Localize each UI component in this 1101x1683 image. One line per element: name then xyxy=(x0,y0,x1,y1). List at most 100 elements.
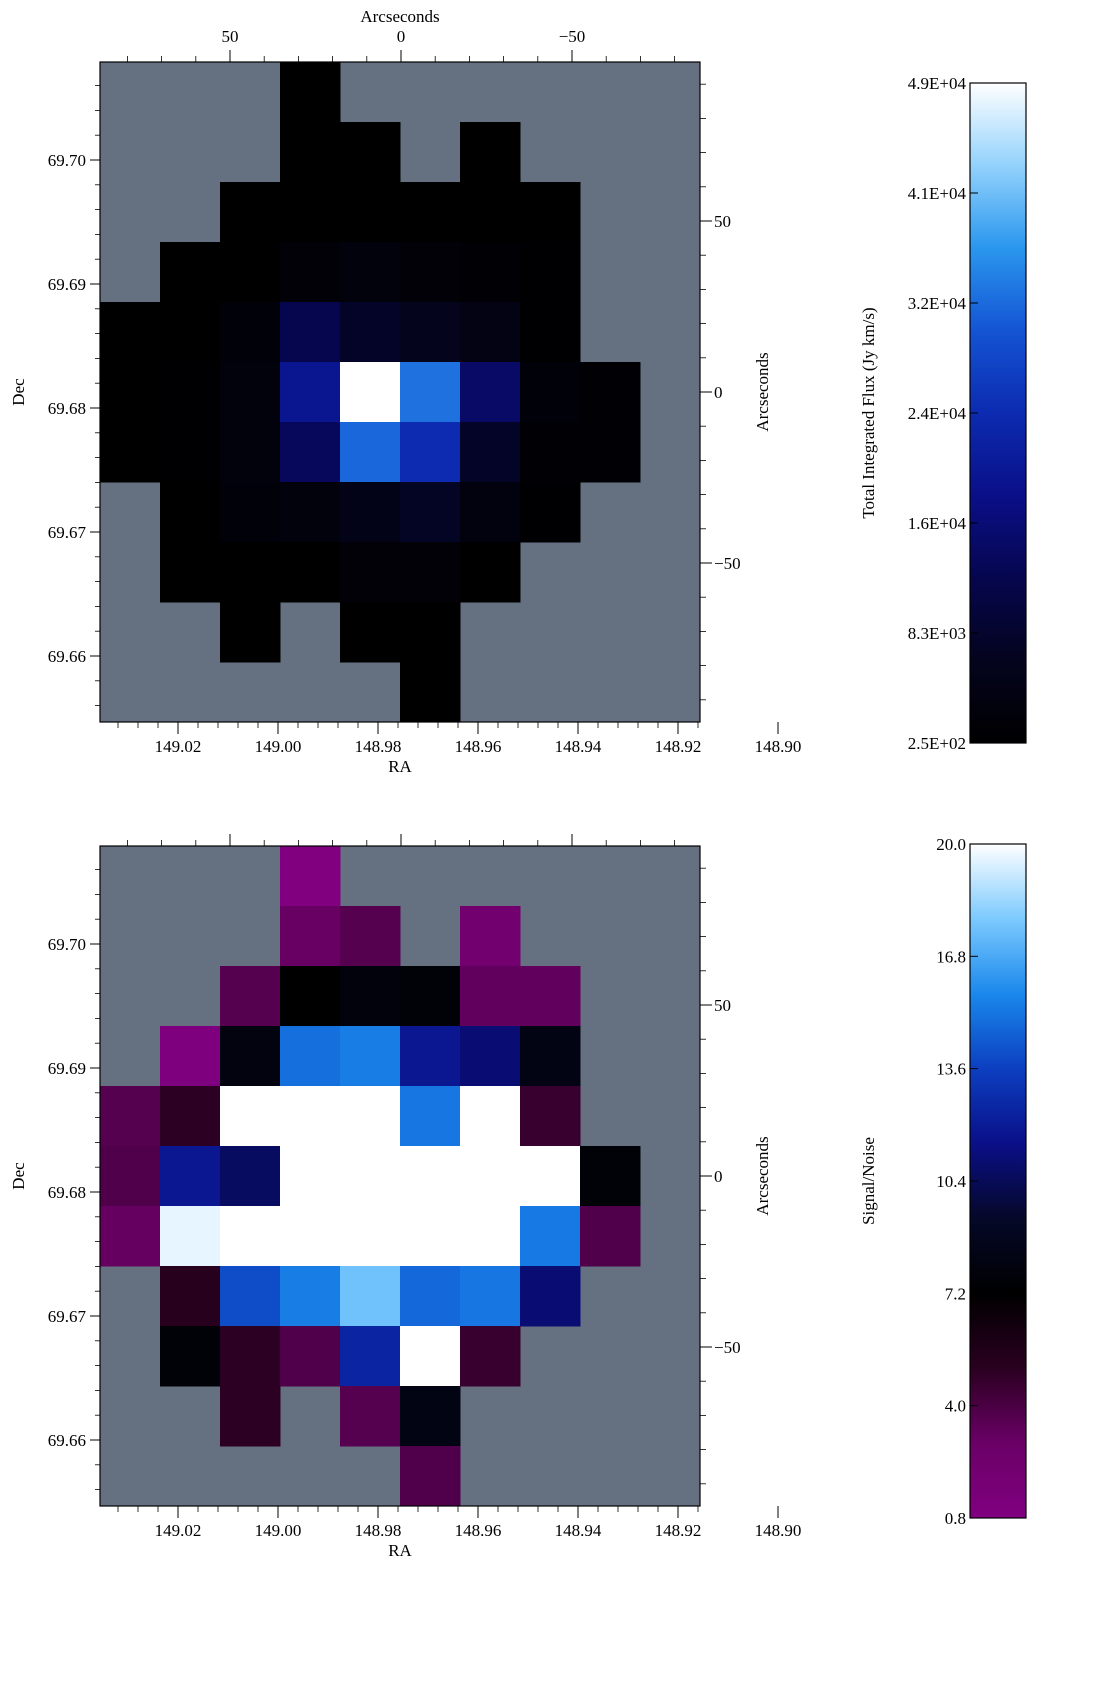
heatmap-cell xyxy=(280,1146,341,1207)
colorbar-tick-label: 2.4E+04 xyxy=(908,404,967,423)
heatmap-cell xyxy=(400,242,461,303)
heatmap-cell xyxy=(280,1026,341,1087)
x-axis-label: RA xyxy=(388,1541,412,1560)
top-tick-label: −50 xyxy=(559,27,586,46)
heatmap-cell xyxy=(520,242,581,303)
heatmap-cell xyxy=(340,302,401,363)
heatmap-cell xyxy=(520,966,581,1027)
right-tick-label: 50 xyxy=(714,212,731,231)
colorbar-tick-label: 0.8 xyxy=(945,1509,966,1528)
heatmap-cell xyxy=(160,542,221,603)
x-tick-label: 148.90 xyxy=(755,737,802,756)
heatmap-cell xyxy=(400,1266,461,1327)
heatmap-cell xyxy=(220,482,281,543)
heatmap-cell xyxy=(220,966,281,1027)
heatmap-cell xyxy=(220,182,281,243)
heatmap-cell xyxy=(460,906,521,967)
heatmap-cell xyxy=(460,422,521,483)
heatmap-cell xyxy=(400,182,461,243)
colorbar-label: Signal/Noise xyxy=(859,1137,878,1225)
heatmap-cell xyxy=(520,182,581,243)
heatmap-cell xyxy=(340,1266,401,1327)
x-axis-label: RA xyxy=(388,757,412,776)
colorbar-label: Total Integrated Flux (Jy km/s) xyxy=(859,307,878,518)
heatmap-cell xyxy=(280,62,341,123)
heatmap-cell xyxy=(280,242,341,303)
signal-noise-map-panel: 149.02 149.00 148.98 148.96 148.94 148.92 148.… xyxy=(9,834,1027,1560)
heatmap-cell xyxy=(460,482,521,543)
heatmap-cell xyxy=(340,242,401,303)
colorbar-tick-label: 4.9E+04 xyxy=(908,74,967,93)
heatmap-cell xyxy=(280,422,341,483)
heatmap-cell xyxy=(340,1206,401,1267)
y-tick-label: 69.70 xyxy=(48,935,86,954)
heatmap-cell xyxy=(460,302,521,363)
colorbar-tick-label: 4.1E+04 xyxy=(908,184,967,203)
x-tick-label: 148.92 xyxy=(655,737,702,756)
colorbar-tick-label: 7.2 xyxy=(945,1284,966,1303)
y-axis-label: Dec xyxy=(9,378,28,406)
colorbar-tick-label: 4.0 xyxy=(945,1397,966,1416)
heatmap-cell xyxy=(220,602,281,663)
heatmap-cell xyxy=(580,362,641,423)
heatmap-cell xyxy=(220,1326,281,1387)
heatmap-cell xyxy=(160,1266,221,1327)
heatmap-cell xyxy=(220,542,281,603)
heatmap-cell xyxy=(280,542,341,603)
heatmap-cell xyxy=(340,422,401,483)
heatmap-cell xyxy=(400,1446,461,1507)
heatmap-cell xyxy=(220,1026,281,1087)
heatmap-cell xyxy=(460,1206,521,1267)
heatmap-cell xyxy=(400,602,461,663)
heatmap-cell xyxy=(460,966,521,1027)
heatmap-cell xyxy=(520,422,581,483)
heatmap-cell xyxy=(340,1326,401,1387)
heatmap-cell xyxy=(220,1206,281,1267)
heatmap-cell xyxy=(220,302,281,363)
heatmap-cell xyxy=(340,542,401,603)
heatmap-cell xyxy=(100,1146,161,1207)
heatmap-cell xyxy=(340,362,401,423)
x-tick-label: 148.94 xyxy=(555,737,602,756)
heatmap-cell xyxy=(460,1086,521,1147)
x-tick-label: 148.96 xyxy=(455,1521,502,1540)
heatmap-cell xyxy=(400,1146,461,1207)
heatmap-cell xyxy=(460,1266,521,1327)
heatmap-cell xyxy=(160,242,221,303)
heatmap-cell xyxy=(520,482,581,543)
colorbar-tick-label: 8.3E+03 xyxy=(908,624,966,643)
heatmap-cell xyxy=(460,182,521,243)
heatmap-cell xyxy=(100,1206,161,1267)
heatmap-cell xyxy=(280,482,341,543)
heatmap-cell xyxy=(220,1266,281,1327)
top-tick-label: 50 xyxy=(222,27,239,46)
heatmap-cell xyxy=(460,122,521,183)
heatmap-cell xyxy=(340,482,401,543)
heatmap-cell xyxy=(580,1146,641,1207)
heatmap-cell xyxy=(400,1386,461,1447)
heatmap-cell xyxy=(520,1206,581,1267)
heatmap-cell xyxy=(280,1326,341,1387)
flux-map-panel: 149.02 149.00 148.98 148.96 148.94 148.92 148.… xyxy=(9,7,1027,776)
heatmap-cell xyxy=(460,1026,521,1087)
y-tick-label: 69.70 xyxy=(48,151,86,170)
heatmap-cell xyxy=(160,362,221,423)
heatmap-cell xyxy=(220,362,281,423)
y-tick-label: 69.69 xyxy=(48,1059,86,1078)
heatmap-cell xyxy=(460,1326,521,1387)
colorbar xyxy=(969,843,1027,1519)
right-tick-label: −50 xyxy=(714,554,741,573)
colorbar-tick-label: 2.5E+02 xyxy=(908,734,966,753)
heatmap-cell xyxy=(160,1086,221,1147)
y-tick-label: 69.66 xyxy=(48,1431,86,1450)
x-tick-label: 148.96 xyxy=(455,737,502,756)
heatmap-cell xyxy=(220,1086,281,1147)
heatmap-cell xyxy=(520,1026,581,1087)
colorbar-tick-label: 10.4 xyxy=(936,1172,966,1191)
heatmap-cell xyxy=(280,122,341,183)
heatmap-cell xyxy=(400,1086,461,1147)
colorbar-tick-label: 13.6 xyxy=(936,1060,966,1079)
x-tick-label: 149.00 xyxy=(255,737,302,756)
heatmap-cell xyxy=(280,1086,341,1147)
heatmap-cell xyxy=(340,122,401,183)
